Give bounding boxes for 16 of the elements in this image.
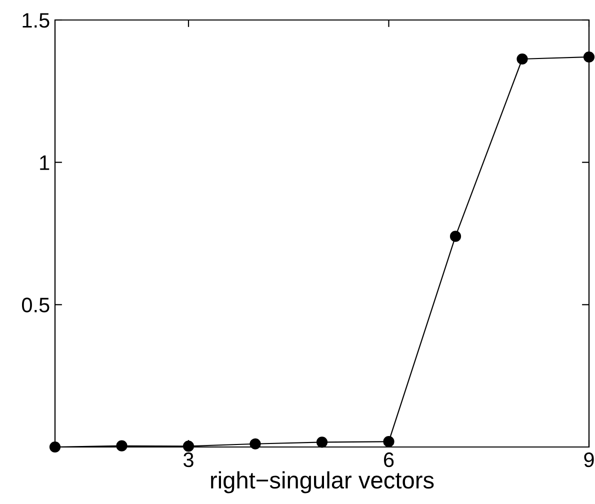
point bbox=[450, 230, 462, 242]
y-tick-label: 1.5 bbox=[22, 13, 50, 28]
point bbox=[316, 436, 328, 448]
y-tick-label: 0.5 bbox=[22, 298, 50, 312]
x-tick-label: 9 bbox=[584, 452, 594, 468]
point bbox=[250, 438, 261, 450]
point bbox=[182, 440, 194, 452]
x-axis-title: right−singular vectors bbox=[211, 471, 434, 494]
point bbox=[516, 53, 528, 65]
point bbox=[583, 51, 595, 63]
x-tick-label: 6 bbox=[384, 452, 394, 468]
x-tick-label: 3 bbox=[184, 452, 194, 468]
point bbox=[116, 440, 128, 452]
point bbox=[383, 436, 394, 448]
y-tick-label: 1 bbox=[40, 156, 50, 170]
point bbox=[49, 441, 61, 453]
